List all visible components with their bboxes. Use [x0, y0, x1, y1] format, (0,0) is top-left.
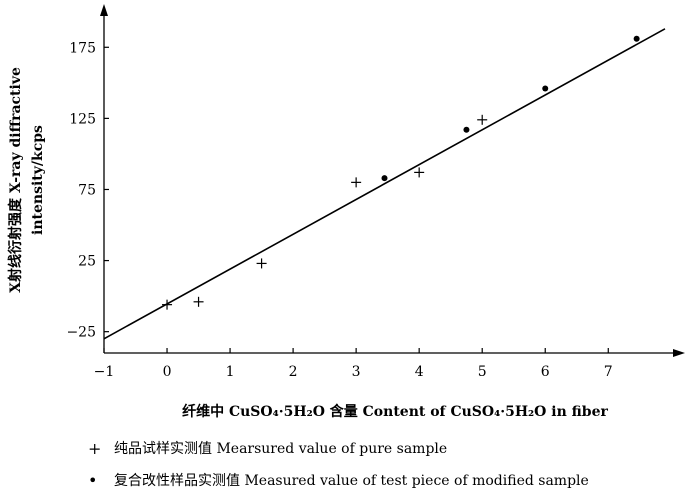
regression-line: [103, 28, 666, 340]
dot-marker-icon: •: [88, 470, 98, 490]
y-tick-label: 25: [78, 254, 96, 270]
x-tick-label: 0: [163, 364, 172, 380]
dot-point: [463, 126, 470, 133]
ticks: −1 0 1 2 3 4 5 6 7 −25 25 75 125 175: [66, 40, 612, 380]
data-points: [162, 35, 640, 310]
legend-item-modified-sample: • 复合改性样品实测值 Measured value of test piece…: [88, 470, 589, 490]
plus-point: [256, 258, 267, 269]
legend-item-pure-sample: + 纯品试样实测值 Mearsured value of pure sample: [88, 438, 447, 458]
dot-point: [542, 85, 549, 92]
y-axis-title-line1: X射线衍射强度 X-ray diffractive: [7, 67, 24, 293]
chart: −1 0 1 2 3 4 5 6 7 −25 25 75 125 175 纤维中 CuSO₄·5H₂O 含…: [7, 4, 685, 420]
x-tick-label: 2: [289, 364, 298, 380]
x-tick-label: 5: [478, 364, 487, 380]
plus-point: [193, 296, 204, 307]
axes: [100, 4, 685, 357]
dot-point: [381, 175, 388, 182]
plus-marker-icon: +: [88, 438, 102, 458]
x-tick-label: −1: [94, 364, 115, 380]
dot-point: [633, 35, 640, 42]
legend-label-pure-sample: 纯品试样实测值 Mearsured value of pure sample: [114, 441, 448, 457]
x-tick-label: 7: [604, 364, 613, 380]
y-tick-label: 75: [78, 182, 96, 198]
x-axis-arrow-icon: [673, 349, 685, 357]
y-tick-label: 175: [69, 40, 96, 56]
plus-point: [477, 114, 488, 125]
y-tick-label: −25: [66, 325, 96, 341]
y-axis-arrow-icon: [100, 4, 108, 16]
plus-point: [414, 167, 425, 178]
plus-point: [351, 177, 362, 188]
plus-point: [162, 299, 173, 310]
y-tick-label: 125: [69, 111, 96, 127]
x-tick-label: 1: [226, 364, 235, 380]
x-axis-title: 纤维中 CuSO₄·5H₂O 含量 Content of CuSO₄·5H₂O …: [182, 403, 608, 420]
legend-label-modified-sample: 复合改性样品实测值 Measured value of test piece o…: [114, 473, 589, 489]
x-tick-label: 6: [541, 364, 550, 380]
y-axis-title-line2: intensity/kcps: [30, 125, 46, 235]
x-tick-label: 4: [415, 364, 424, 380]
x-tick-label: 3: [352, 364, 361, 380]
